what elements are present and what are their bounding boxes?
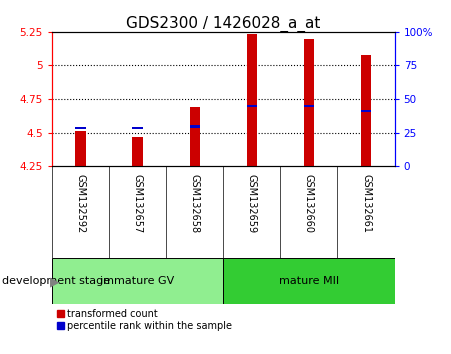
Bar — [133, 137, 143, 166]
Bar — [75, 131, 86, 166]
Bar — [304, 105, 314, 107]
Text: ▶: ▶ — [50, 275, 59, 288]
Text: development stage: development stage — [2, 276, 110, 286]
Text: GSM132659: GSM132659 — [247, 174, 257, 233]
Text: GSM132657: GSM132657 — [133, 174, 143, 233]
Bar — [133, 127, 143, 129]
Text: GSM132661: GSM132661 — [361, 174, 371, 233]
Bar — [247, 34, 257, 166]
Text: GSM132658: GSM132658 — [190, 174, 200, 233]
Bar — [247, 105, 257, 107]
Text: GSM132660: GSM132660 — [304, 174, 314, 233]
Bar — [75, 127, 86, 129]
Bar — [361, 55, 371, 166]
Bar — [361, 110, 371, 113]
Text: GSM132592: GSM132592 — [75, 174, 85, 233]
Bar — [304, 39, 314, 166]
Legend: transformed count, percentile rank within the sample: transformed count, percentile rank withi… — [57, 309, 232, 331]
Bar — [223, 258, 395, 304]
Bar — [189, 107, 200, 166]
Bar — [189, 125, 200, 127]
Bar — [52, 258, 223, 304]
Text: mature MII: mature MII — [279, 276, 339, 286]
Title: GDS2300 / 1426028_a_at: GDS2300 / 1426028_a_at — [126, 16, 320, 32]
Text: immature GV: immature GV — [101, 276, 175, 286]
